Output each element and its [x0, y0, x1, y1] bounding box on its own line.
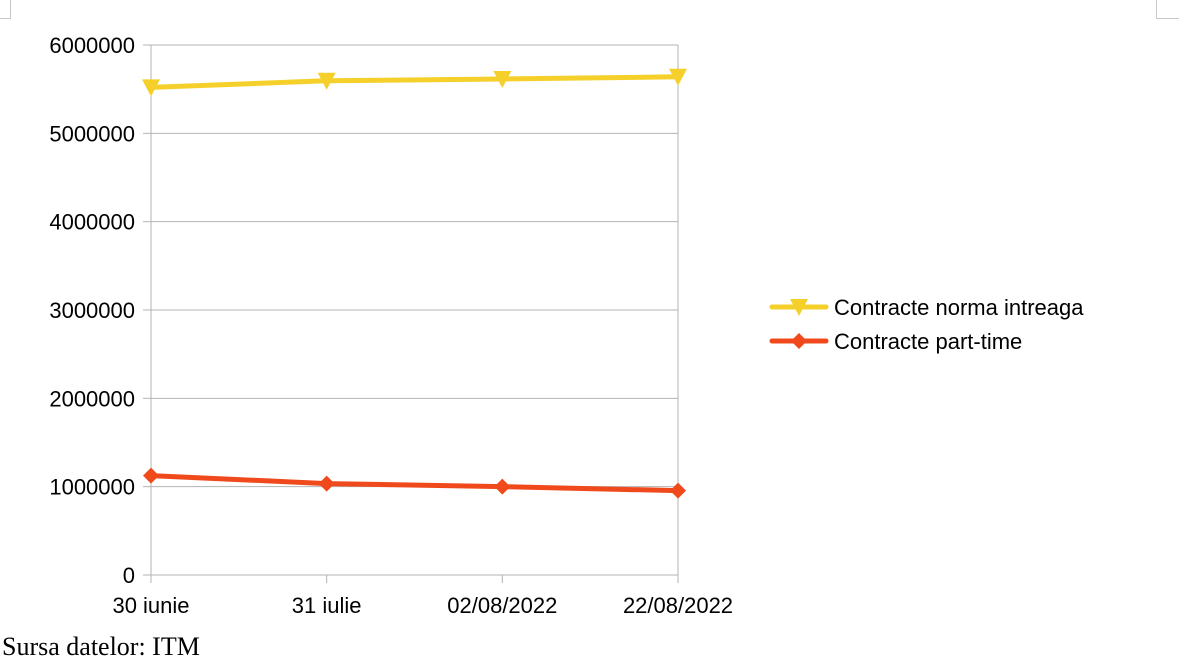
source-note: Sursa datelor: ITM	[2, 632, 200, 661]
y-tick-label: 6000000	[49, 33, 135, 58]
page-corner-mark-right	[1156, 0, 1179, 19]
legend-label: Contracte part-time	[834, 329, 1022, 354]
axes: 0 1000000 2000000 3000000 4000000 5000000 6000…	[49, 33, 733, 618]
gridlines	[151, 44, 678, 488]
line-chart: 0 1000000 2000000 3000000 4000000 5000000 6000…	[49, 33, 1084, 618]
data-point-series-1	[493, 71, 512, 89]
x-tick-label: 30 iunie	[112, 593, 189, 618]
y-tick-label: 3000000	[49, 298, 135, 323]
y-tick-label: 5000000	[49, 121, 135, 146]
data-point-series-2	[494, 478, 511, 495]
legend-label: Contracte norma intreaga	[834, 295, 1084, 320]
data-point-series-1	[317, 72, 336, 90]
data-point-series-2	[143, 467, 159, 484]
x-tick-label: 31 iulie	[292, 593, 362, 618]
series-lines	[142, 68, 687, 499]
legend: Contracte norma intreaga Contracte part-t…	[769, 295, 1084, 354]
legend-marker	[791, 333, 807, 349]
y-tick-label: 4000000	[49, 210, 135, 235]
series-line-1	[148, 74, 681, 90]
data-point-series-2	[318, 475, 335, 492]
page-corner-mark-left	[0, 0, 11, 19]
series-line-2	[148, 473, 681, 494]
legend-marker	[790, 299, 808, 316]
y-tick-label: 0	[123, 563, 135, 588]
x-tick-label: 22/08/2022	[623, 593, 733, 618]
data-point-series-2	[670, 482, 686, 499]
x-tick-label: 02/08/2022	[447, 593, 557, 618]
data-point-series-1	[669, 68, 687, 86]
data-point-series-1	[142, 79, 160, 97]
y-tick-label: 2000000	[49, 386, 135, 411]
y-tick-label: 1000000	[49, 475, 135, 500]
